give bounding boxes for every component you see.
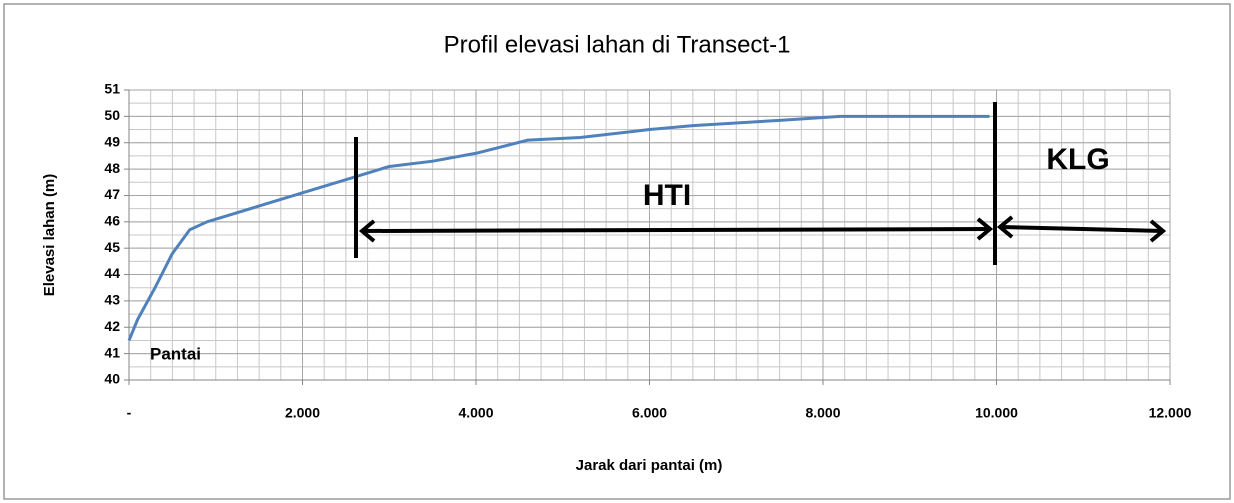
arrow-head	[976, 217, 994, 241]
x-tick-label: 6.000	[632, 405, 667, 421]
chart-frame	[3, 3, 1231, 500]
arrow-head	[996, 215, 1014, 239]
y-tick-label: 42	[104, 318, 120, 334]
y-tick-label: 41	[104, 344, 120, 360]
annotation: HTI	[643, 179, 691, 212]
arrow	[361, 227, 991, 233]
y-tick-label: 40	[104, 371, 120, 387]
annotation-shapes	[354, 102, 1167, 265]
arrow-head	[358, 219, 376, 243]
x-tick-label: 8.000	[805, 405, 840, 421]
y-tick-label: 43	[104, 292, 120, 308]
annotation: KLG	[1046, 143, 1109, 176]
x-tick-label: -	[127, 405, 132, 421]
arrow-head	[1149, 219, 1167, 243]
y-tick-label: 47	[104, 186, 120, 202]
arrow	[999, 225, 1164, 233]
y-tick-label: 44	[104, 265, 120, 281]
y-tick-label: 50	[104, 107, 120, 123]
annotation: Pantai	[150, 344, 201, 363]
x-axis-title: Jarak dari pantai (m)	[576, 457, 723, 474]
y-tick-label: 45	[104, 239, 120, 255]
data-line	[127, 114, 990, 342]
x-tick-label: 10.000	[975, 405, 1018, 421]
y-tick-label: 46	[104, 213, 120, 229]
chart-title: Profil elevasi lahan di Transect-1	[444, 31, 791, 58]
x-tick-label: 2.000	[285, 405, 320, 421]
y-axis-title: Elevasi lahan (m)	[41, 174, 58, 297]
x-tick-label: 12.000	[1149, 405, 1192, 421]
y-tick-label: 51	[104, 81, 120, 97]
y-tick-label: 49	[104, 133, 120, 149]
x-tick-label: 4.000	[458, 405, 493, 421]
y-tick-label: 48	[104, 160, 120, 176]
